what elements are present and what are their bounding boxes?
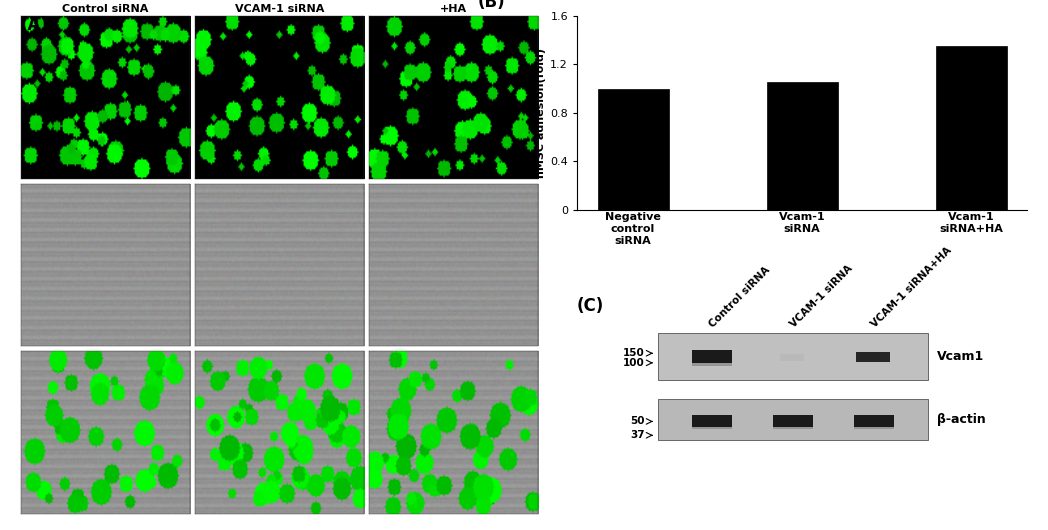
Bar: [936, 46, 1006, 209]
Bar: [597, 89, 669, 209]
Bar: [772, 415, 813, 427]
Text: VCAM-1 siRNA+HA: VCAM-1 siRNA+HA: [870, 245, 954, 330]
Bar: [692, 415, 733, 427]
Bar: [692, 350, 733, 363]
Text: (A): (A): [21, 16, 49, 34]
Text: Vcam1: Vcam1: [937, 350, 984, 363]
Title: VCAM-1 siRNA: VCAM-1 siRNA: [235, 4, 325, 14]
Text: 100: 100: [623, 358, 645, 368]
Bar: [658, 333, 929, 380]
Y-axis label: hMSC adhesion(fold): hMSC adhesion(fold): [537, 48, 546, 178]
Bar: [772, 427, 813, 429]
Bar: [856, 352, 890, 362]
Bar: [854, 427, 894, 429]
Title: Control siRNA: Control siRNA: [62, 4, 149, 14]
Bar: [854, 415, 894, 427]
Bar: [780, 355, 804, 361]
Title: VCAM-1 siRNA
+HA: VCAM-1 siRNA +HA: [409, 0, 499, 14]
Text: β-actin: β-actin: [937, 413, 986, 426]
Bar: [766, 83, 837, 209]
Text: (C): (C): [577, 297, 605, 315]
Bar: [658, 399, 929, 439]
Text: VCAM-1 siRNA: VCAM-1 siRNA: [788, 263, 855, 330]
Bar: [692, 427, 733, 429]
Text: (B): (B): [478, 0, 506, 11]
Text: 37: 37: [630, 430, 645, 440]
Bar: [692, 363, 733, 366]
Text: Control siRNA: Control siRNA: [707, 265, 772, 330]
Text: 50: 50: [630, 417, 645, 427]
Text: 150: 150: [623, 348, 645, 358]
